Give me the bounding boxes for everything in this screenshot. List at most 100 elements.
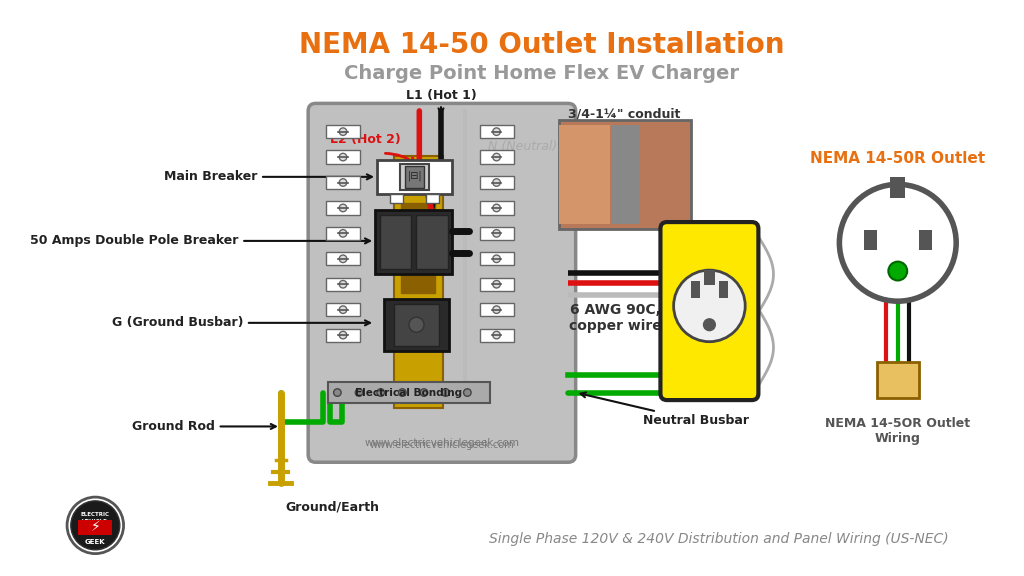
Circle shape — [339, 179, 347, 186]
Bar — [864, 230, 878, 251]
Text: Neutral Busbar: Neutral Busbar — [581, 392, 750, 427]
Bar — [559, 120, 690, 229]
Circle shape — [493, 230, 501, 237]
Bar — [400, 164, 429, 190]
Text: ⚡: ⚡ — [90, 520, 100, 534]
Bar — [479, 278, 513, 291]
Text: Single Phase 120V & 240V Distribution and Panel Wiring (US-NEC): Single Phase 120V & 240V Distribution an… — [489, 532, 948, 546]
Text: N (Neutral): N (Neutral) — [488, 140, 557, 153]
Text: ELECTRIC: ELECTRIC — [81, 511, 110, 517]
Bar — [919, 230, 932, 251]
Text: Ground/Earth: Ground/Earth — [286, 500, 380, 513]
Bar — [401, 203, 435, 232]
Text: |⊟|: |⊟| — [408, 170, 422, 181]
Bar — [406, 165, 424, 188]
Bar — [479, 227, 513, 240]
Text: 3/4-1¼" conduit: 3/4-1¼" conduit — [568, 107, 681, 120]
Text: 6 AWG 90C,
copper wire: 6 AWG 90C, copper wire — [569, 303, 662, 334]
Bar — [380, 214, 411, 269]
Circle shape — [493, 153, 501, 161]
Circle shape — [840, 184, 956, 301]
Circle shape — [339, 128, 347, 135]
Circle shape — [493, 281, 501, 288]
Circle shape — [889, 262, 907, 281]
Bar — [375, 210, 453, 274]
Circle shape — [334, 389, 341, 396]
Bar — [79, 520, 113, 535]
Bar — [326, 278, 360, 291]
Bar — [326, 150, 360, 164]
Bar — [479, 328, 513, 342]
Bar — [326, 303, 360, 316]
Bar — [394, 304, 439, 346]
FancyBboxPatch shape — [660, 222, 759, 400]
Circle shape — [674, 270, 745, 342]
Bar — [394, 156, 442, 408]
Text: Main Breaker: Main Breaker — [164, 170, 372, 183]
Text: NEMA 14-50R Outlet: NEMA 14-50R Outlet — [810, 150, 985, 165]
Text: NEMA 14-50 Outlet Installation: NEMA 14-50 Outlet Installation — [299, 31, 784, 59]
Bar — [559, 125, 609, 224]
Text: www.electricvehiclegeek.com: www.electricvehiclegeek.com — [370, 440, 514, 450]
Bar — [610, 125, 639, 224]
Circle shape — [339, 306, 347, 313]
Circle shape — [71, 501, 120, 550]
Bar — [390, 194, 403, 203]
Bar — [479, 252, 513, 266]
Bar — [384, 300, 449, 351]
Bar — [377, 160, 453, 194]
Circle shape — [67, 497, 124, 554]
Circle shape — [493, 255, 501, 263]
Bar — [479, 202, 513, 214]
Circle shape — [493, 306, 501, 313]
Circle shape — [493, 179, 501, 186]
Text: Electrical Bonding: Electrical Bonding — [355, 388, 463, 397]
Bar — [479, 150, 513, 164]
Bar — [328, 382, 489, 403]
Circle shape — [355, 389, 362, 396]
Bar — [417, 214, 447, 269]
Text: www.electricvehiclegeek.com: www.electricvehiclegeek.com — [365, 438, 519, 448]
Circle shape — [339, 255, 347, 263]
Bar — [326, 202, 360, 214]
Bar — [703, 270, 715, 285]
Text: Ground Rod: Ground Rod — [132, 420, 275, 433]
Bar — [326, 328, 360, 342]
Bar — [719, 282, 728, 298]
Bar — [479, 176, 513, 189]
Text: L2 (Hot 2): L2 (Hot 2) — [331, 132, 401, 146]
Circle shape — [493, 204, 501, 212]
Bar — [479, 303, 513, 316]
Circle shape — [339, 331, 347, 339]
Bar — [401, 269, 435, 293]
Text: VEHICLE: VEHICLE — [82, 519, 109, 524]
Bar — [426, 194, 439, 203]
Circle shape — [420, 389, 428, 396]
Circle shape — [339, 281, 347, 288]
Circle shape — [702, 318, 716, 331]
Text: 50 Amps Double Pole Breaker: 50 Amps Double Pole Breaker — [30, 234, 370, 248]
Bar — [890, 177, 905, 198]
Bar — [326, 176, 360, 189]
Bar — [878, 362, 919, 398]
Circle shape — [339, 153, 347, 161]
Circle shape — [398, 389, 407, 396]
Circle shape — [377, 389, 384, 396]
Circle shape — [493, 128, 501, 135]
Bar — [326, 227, 360, 240]
Bar — [479, 125, 513, 138]
Text: L1 (Hot 1): L1 (Hot 1) — [406, 89, 476, 113]
Circle shape — [442, 389, 450, 396]
Text: GEEK: GEEK — [85, 539, 105, 545]
Text: NEMA 14-5OR Outlet
Wiring: NEMA 14-5OR Outlet Wiring — [825, 417, 971, 445]
Text: G (Ground Busbar): G (Ground Busbar) — [112, 316, 370, 329]
Bar — [326, 125, 360, 138]
Circle shape — [464, 389, 471, 396]
Bar — [326, 252, 360, 266]
Circle shape — [339, 230, 347, 237]
Circle shape — [339, 204, 347, 212]
Circle shape — [493, 331, 501, 339]
Bar — [690, 282, 700, 298]
Circle shape — [409, 317, 424, 332]
FancyBboxPatch shape — [308, 103, 575, 463]
